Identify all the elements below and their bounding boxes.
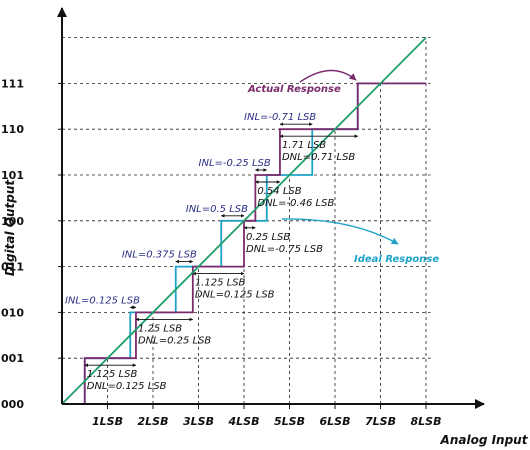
inl-annotations: INL=0.125 LSB INL=0.375 LSB INL=0.5 LSB INL… [65, 112, 316, 310]
x-tick-label: 2LSB [138, 415, 169, 428]
y-tick-label: 111 [1, 77, 24, 90]
y-tick-label: 000 [1, 398, 24, 411]
dnl-label: DNL=0.125 LSB [87, 381, 167, 392]
dnl-label: DNL=0.71 LSB [282, 152, 355, 163]
x-tick-label: 1LSB [92, 415, 123, 428]
x-tick-label: 7LSB [365, 415, 396, 428]
x-tick-label: 4LSB [228, 415, 260, 428]
dnl-label: DNL=-0.75 LSB [246, 244, 323, 255]
code-width-label: 1.125 LSB [195, 278, 246, 289]
y-tick-label: 110 [1, 123, 24, 136]
inl-label: INL=-0.25 LSB [199, 158, 271, 169]
dnl-label: DNL=-0.46 LSB [257, 198, 334, 209]
actual-staircase [62, 82, 426, 405]
y-tick-label: 100 [1, 215, 24, 228]
ideal-transfer-line [61, 36, 427, 405]
inl-label: INL=-0.71 LSB [244, 112, 316, 123]
actual-response-label: Actual Response [247, 84, 341, 95]
y-tick-labels: 000 001 010 011 100 101 110 111 [1, 77, 62, 411]
ideal-response-arrow [281, 218, 399, 245]
code-width-label: 0.25 LSB [246, 232, 290, 243]
x-axis-title: Analog Input [440, 433, 529, 447]
y-tick-label: 010 [1, 306, 24, 319]
ideal-response-label: Ideal Response [354, 254, 439, 265]
y-axis-title: Digital Output [3, 179, 17, 277]
dnl-label: DNL=0.25 LSB [138, 335, 211, 346]
code-width-label: 0.54 LSB [257, 186, 301, 197]
x-tick-label: 8LSB [411, 415, 442, 428]
actual-response-steps [62, 82, 426, 405]
code-width-label: 1.25 LSB [138, 323, 182, 334]
code-width-label: 1.125 LSB [87, 369, 138, 380]
inl-label: INL=0.375 LSB [122, 250, 197, 261]
dnl-label: DNL=0.125 LSB [195, 290, 275, 301]
x-tick-label: 6LSB [320, 415, 351, 428]
x-tick-labels: 1LSB 2LSB 3LSB 4LSB 5LSB 6LSB 7LSB 8LSB [92, 404, 441, 428]
inl-label: INL=0.125 LSB [65, 295, 140, 306]
x-tick-label: 5LSB [274, 415, 305, 428]
actual-response-arrow [299, 69, 357, 83]
y-tick-label: 011 [1, 261, 24, 274]
y-tick-label: 001 [1, 352, 24, 365]
y-tick-label: 101 [1, 169, 24, 182]
code-width-label: 1.71 LSB [282, 140, 326, 151]
x-tick-label: 3LSB [183, 415, 214, 428]
inl-label: INL=0.5 LSB [186, 204, 248, 215]
